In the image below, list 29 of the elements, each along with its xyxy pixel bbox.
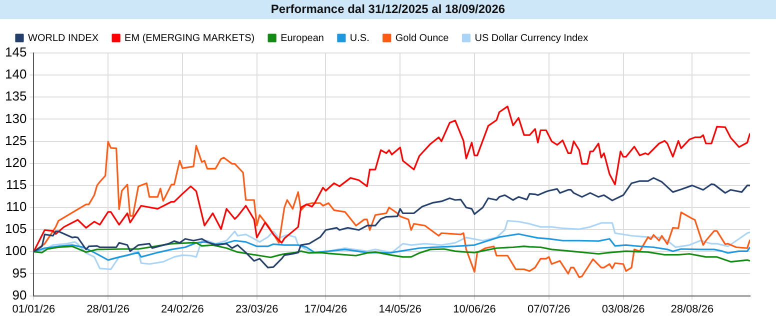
y-tick-label: 95 xyxy=(12,265,27,280)
y-tick-label: 105 xyxy=(4,221,27,236)
legend-label: Gold Ounce xyxy=(395,32,450,44)
legend-label: U.S. xyxy=(350,32,370,44)
legend-label: WORLD INDEX xyxy=(28,32,99,44)
legend-label: European xyxy=(280,32,324,44)
x-tick-label: 24/02/26 xyxy=(161,303,204,316)
y-tick-label: 120 xyxy=(4,154,27,170)
x-tick-label: 23/03/26 xyxy=(235,303,278,316)
y-tick-label: 135 xyxy=(4,88,27,104)
y-tick-label: 130 xyxy=(4,110,27,126)
y-tick-label: 140 xyxy=(4,66,27,82)
y-tick-label: 125 xyxy=(4,132,27,148)
x-tick-label: 07/07/26 xyxy=(527,303,570,316)
x-tick-label: 10/06/26 xyxy=(453,303,496,316)
y-tick-label: 110 xyxy=(6,199,27,214)
y-tick-label: 115 xyxy=(6,177,27,192)
x-tick-label: 28/08/26 xyxy=(670,303,714,316)
x-tick-label: 17/04/26 xyxy=(304,303,348,316)
y-tick-label: 90 xyxy=(12,287,27,302)
legend-label: US Dollar Currency Index xyxy=(474,32,588,44)
legend-label: EM (EMERGING MARKETS) xyxy=(124,32,255,44)
x-tick-label: 14/05/26 xyxy=(378,303,422,316)
x-tick-label: 01/01/26 xyxy=(12,303,56,316)
y-tick-label: 145 xyxy=(4,44,27,60)
x-tick-label: 28/01/26 xyxy=(86,303,130,316)
y-tick-label: 100 xyxy=(4,243,27,258)
chart-title: Performance dal 31/12/2025 al 18/09/2026 xyxy=(0,0,776,19)
x-tick-label: 03/08/26 xyxy=(602,303,645,316)
